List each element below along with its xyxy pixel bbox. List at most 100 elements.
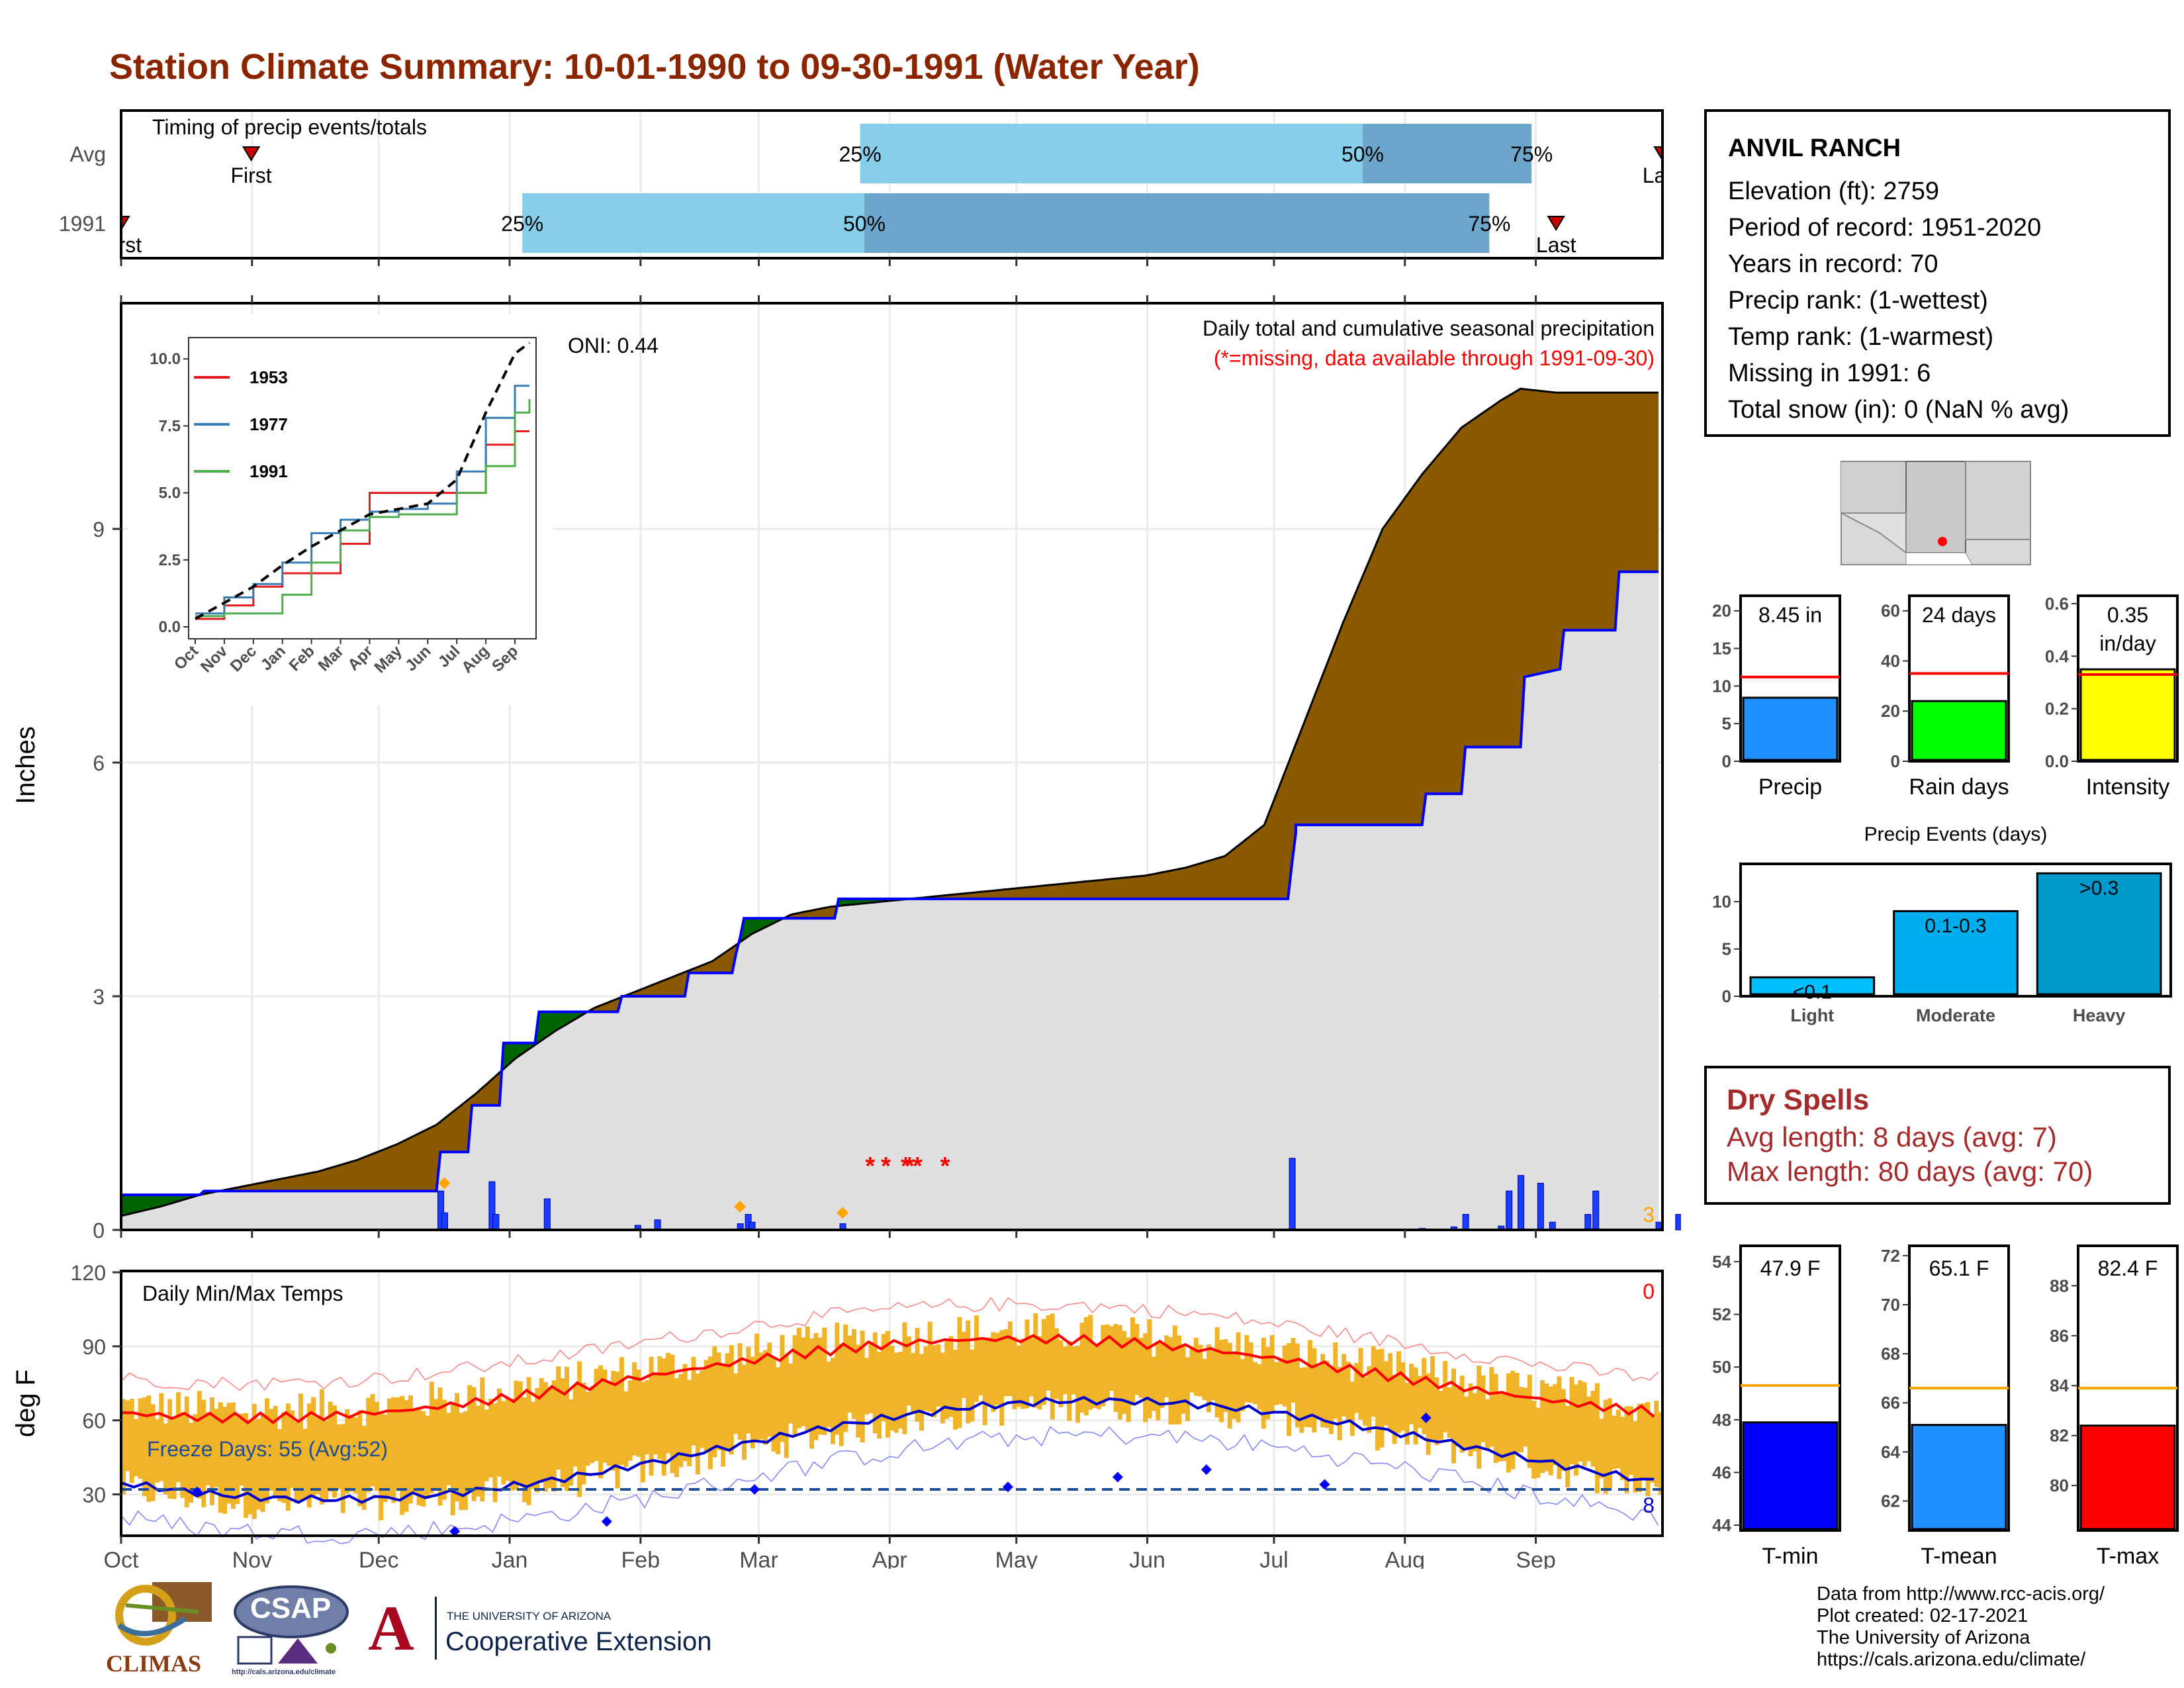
ua-letter-logo: A — [361, 1595, 422, 1662]
climas-logo: CLIMAS — [106, 1579, 218, 1678]
temp-daily-bar — [505, 1398, 510, 1481]
temp-daily-bar — [792, 1335, 797, 1436]
temp-daily-bar — [1553, 1383, 1558, 1466]
temp-daily-bar — [872, 1332, 878, 1434]
temp-daily-bar — [1447, 1387, 1452, 1438]
tgauge-y-tick-label: 68 — [1881, 1344, 1900, 1364]
timing-bar-25-50 — [860, 124, 1363, 183]
temp-daily-bar — [1523, 1387, 1528, 1447]
timing-bar-25-50 — [522, 193, 865, 253]
temp-daily-bar — [936, 1344, 941, 1407]
temp-daily-bar — [1232, 1352, 1237, 1419]
temp-daily-bar — [1489, 1367, 1494, 1447]
temp-daily-bar — [374, 1401, 379, 1491]
temp-daily-bar — [1303, 1367, 1308, 1427]
events-bar — [1749, 976, 1876, 996]
temp-daily-bar — [762, 1350, 768, 1445]
temp-daily-bar — [564, 1366, 569, 1491]
temp-record-high-line — [120, 1297, 1659, 1391]
temp-daily-bar — [1075, 1345, 1081, 1423]
precip-daily-bar — [492, 1213, 500, 1231]
temp-daily-bar — [425, 1415, 430, 1499]
temp-daily-bar — [974, 1315, 979, 1402]
temp-daily-bar — [492, 1403, 498, 1503]
events-bar-tag: <0.1 — [1793, 981, 1832, 1003]
precip-header: Daily total and cumulative seasonal prec… — [1203, 316, 1655, 340]
temp-daily-bar — [484, 1409, 489, 1481]
temp-daily-bar — [302, 1429, 308, 1499]
temp-daily-bar — [1349, 1382, 1355, 1436]
temp-record-marker — [1319, 1479, 1330, 1490]
temp-daily-bar — [543, 1382, 549, 1492]
tgauge-label: T-mean — [1921, 1544, 1997, 1569]
temp-frame — [120, 1270, 1664, 1537]
temp-daily-bar — [1050, 1313, 1055, 1420]
temp-daily-bar — [1092, 1344, 1097, 1408]
temp-daily-bar — [1443, 1360, 1448, 1432]
temp-daily-bar — [640, 1382, 645, 1483]
temp-daily-bar — [319, 1389, 324, 1505]
temp-daily-bar — [590, 1386, 595, 1464]
temp-x-tick-label: Oct — [104, 1548, 139, 1569]
footer-line: Data from http://www.rcc-acis.org/ — [1817, 1583, 2105, 1605]
temp-daily-bar — [294, 1421, 299, 1503]
temp-daily-bar — [366, 1397, 371, 1493]
temp-daily-bar — [978, 1338, 983, 1396]
temp-daily-bar — [408, 1395, 413, 1504]
gauge-bar — [2079, 668, 2176, 761]
temp-daily-bar — [1333, 1342, 1338, 1419]
temp-daily-bar — [450, 1403, 455, 1515]
temp-daily-bar — [1628, 1406, 1633, 1476]
precip-snow-marker — [837, 1207, 849, 1219]
temp-daily-bar — [1291, 1338, 1296, 1403]
temp-daily-bar — [1388, 1353, 1393, 1431]
precip-y-tick-label: 9 — [93, 518, 105, 541]
temp-daily-bar — [995, 1333, 1000, 1405]
temp-daily-bar — [1514, 1372, 1520, 1453]
tgauge-y-tick-label: 48 — [1712, 1410, 1731, 1430]
temp-daily-bar — [1519, 1387, 1524, 1453]
precip-missing-marker: * — [940, 1152, 950, 1180]
temp-daily-bar — [1590, 1391, 1596, 1467]
ua-big-text: Cooperative Extension — [445, 1627, 712, 1656]
gauge-y-tick-label: 5 — [1722, 714, 1731, 733]
temp-daily-bar — [264, 1398, 269, 1503]
precip-snow-count: 3 — [1643, 1203, 1655, 1227]
gauge-y-tick-label: 0.4 — [2045, 646, 2070, 666]
timing-frame — [120, 109, 1664, 259]
gauge-y-tick-label: 0.2 — [2045, 699, 2069, 719]
temp-daily-bar — [902, 1322, 907, 1434]
temp-daily-bar — [1485, 1399, 1490, 1450]
temp-daily-bar — [159, 1393, 164, 1481]
temp-daily-bar — [205, 1412, 210, 1485]
temp-daily-bar — [429, 1382, 434, 1493]
timing-bar-50-75 — [1362, 124, 1532, 183]
temp-daily-bar — [957, 1317, 962, 1429]
temp-daily-bar — [514, 1380, 519, 1490]
temp-daily-bar — [433, 1399, 439, 1489]
temp-daily-bar — [754, 1333, 760, 1441]
gauge-y-tick-label: 60 — [1881, 601, 1900, 621]
temp-daily-bar — [948, 1336, 954, 1417]
tgauge-y-tick-label: 54 — [1712, 1252, 1731, 1272]
temp-daily-bar — [953, 1349, 958, 1430]
precip-daily-bar — [1584, 1213, 1592, 1231]
temp-daily-bar — [416, 1407, 422, 1506]
precip-avg-cumulative-line — [120, 387, 1659, 1217]
temp-daily-bar — [758, 1352, 764, 1440]
temp-x-tick-label: Jan — [492, 1548, 528, 1569]
temp-daily-bar — [847, 1335, 852, 1413]
temp-daily-bar — [1219, 1340, 1224, 1423]
timing-title: Timing of precip events/totals — [152, 115, 427, 139]
temp-panel: Daily Min/Max Temps Freeze Days: 55 (Avg:… — [11, 1261, 1664, 1569]
temp-daily-bar — [1472, 1393, 1477, 1452]
temp-record-marker — [749, 1484, 760, 1495]
temp-daily-bar — [657, 1356, 662, 1460]
temp-daily-bar — [134, 1419, 139, 1477]
temp-daily-bar — [230, 1402, 236, 1509]
temp-daily-bar — [311, 1397, 316, 1498]
temp-daily-bar — [285, 1403, 291, 1511]
temp-daily-bar — [239, 1413, 244, 1486]
temp-x-tick-label: Mar — [739, 1548, 778, 1569]
dry-max-length: Max length: 80 days (avg: 70) — [1727, 1156, 2093, 1187]
